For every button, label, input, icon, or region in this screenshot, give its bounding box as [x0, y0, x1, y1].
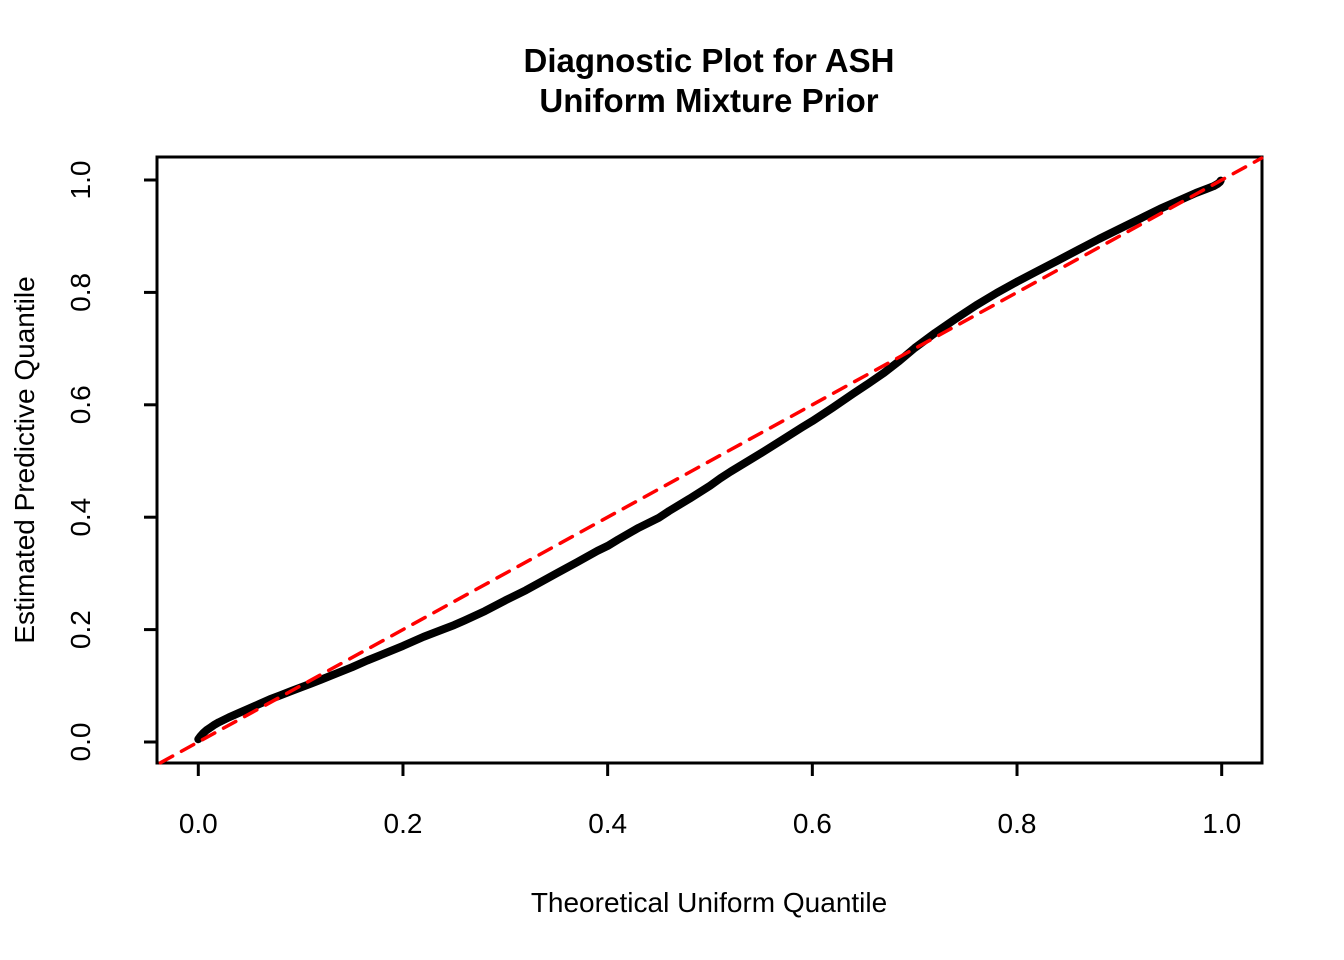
reference-diagonal-line: [158, 156, 1264, 765]
y-tick-label: 1.0: [65, 161, 96, 200]
axis-ticks: 0.0 0.2 0.4 0.6 0.8 1.0 0.0 0.2 0.4 0.6 0.8 1.0: [65, 161, 1241, 839]
x-axis-title: Theoretical Uniform Quantile: [531, 887, 887, 918]
y-tick-label: 0.6: [65, 385, 96, 424]
chart-title-line2: Uniform Mixture Prior: [539, 82, 878, 119]
y-tick-label: 0.2: [65, 610, 96, 649]
x-tick-label: 1.0: [1202, 808, 1241, 839]
data-series: [158, 156, 1264, 765]
x-tick-label: 0.0: [179, 808, 218, 839]
y-tick-label: 0.4: [65, 498, 96, 537]
y-tick-label: 0.0: [65, 723, 96, 762]
x-tick-label: 0.8: [998, 808, 1037, 839]
x-tick-label: 0.2: [384, 808, 423, 839]
x-tick-label: 0.6: [793, 808, 832, 839]
x-tick-label: 0.4: [588, 808, 627, 839]
y-tick-label: 0.8: [65, 273, 96, 312]
chart-title-line1: Diagnostic Plot for ASH: [524, 42, 895, 79]
quantile-curve: [194, 176, 1225, 744]
y-axis-title: Estimated Predictive Quantile: [9, 276, 40, 643]
plot-box: [155, 155, 1264, 765]
